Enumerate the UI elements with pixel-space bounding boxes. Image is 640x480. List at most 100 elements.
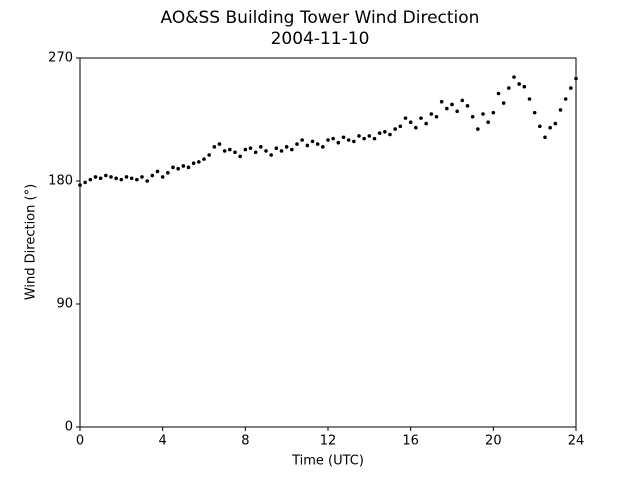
data-point: [486, 120, 490, 125]
data-point: [538, 124, 542, 129]
data-point: [512, 75, 516, 79]
x-tick-label: 20: [485, 434, 502, 449]
data-point: [527, 97, 532, 101]
data-point: [140, 175, 144, 179]
data-point: [522, 84, 527, 89]
data-point: [501, 101, 506, 105]
data-point: [424, 121, 428, 126]
data-point: [171, 165, 175, 170]
data-point: [403, 116, 408, 120]
data-point: [481, 112, 485, 116]
data-point: [341, 135, 346, 140]
data-point: [202, 157, 206, 161]
data-point: [290, 147, 294, 152]
chart-title: AO&SS Building Tower Wind Direction: [161, 8, 480, 28]
data-point: [109, 175, 113, 179]
data-point: [398, 124, 403, 129]
data-point: [388, 132, 392, 137]
data-point: [434, 114, 439, 119]
data-point: [346, 138, 351, 142]
data-point: [574, 76, 578, 81]
data-point: [569, 86, 573, 90]
data-point: [217, 142, 222, 146]
chart-subtitle: 2004-11-10: [271, 29, 370, 49]
data-point: [295, 142, 299, 146]
data-point: [491, 110, 496, 115]
data-point: [455, 109, 459, 114]
data-point: [393, 127, 397, 131]
data-point: [558, 108, 563, 112]
data-point: [264, 149, 268, 153]
data-point: [238, 154, 242, 159]
data-point: [243, 147, 248, 152]
data-point: [414, 125, 418, 130]
data-point: [119, 177, 124, 182]
data-point: [300, 138, 304, 142]
data-point: [429, 112, 434, 116]
data-point: [326, 138, 330, 142]
data-point: [336, 140, 341, 145]
data-point: [357, 134, 361, 138]
data-point: [377, 131, 382, 135]
data-point: [517, 82, 521, 86]
x-tick-label: 8: [241, 434, 249, 449]
x-tick-label: 16: [402, 434, 419, 449]
x-tick-label: 4: [159, 434, 167, 449]
data-point: [460, 98, 465, 103]
data-point: [476, 127, 480, 131]
data-point: [176, 166, 180, 171]
data-point: [155, 169, 160, 174]
data-point: [362, 136, 366, 141]
data-point: [548, 125, 552, 130]
y-tick-label: 90: [56, 297, 73, 312]
data-point: [98, 176, 103, 181]
data-point: [439, 99, 444, 104]
data-point: [532, 110, 537, 115]
data-point: [135, 177, 139, 182]
data-point: [145, 179, 149, 183]
data-point: [352, 139, 356, 144]
data-point: [207, 153, 211, 157]
data-point: [233, 150, 237, 155]
data-point: [191, 161, 196, 166]
data-point: [222, 149, 227, 153]
data-point: [104, 173, 108, 178]
data-point: [507, 86, 511, 90]
data-point: [470, 114, 475, 119]
data-point: [150, 173, 155, 178]
data-point: [269, 153, 273, 157]
data-point: [197, 160, 201, 164]
y-tick-label: 270: [48, 51, 73, 66]
data-point: [445, 106, 449, 111]
data-point: [367, 134, 372, 138]
data-point: [383, 130, 387, 134]
data-point: [253, 150, 258, 155]
data-point: [543, 135, 547, 140]
data-point: [259, 145, 263, 149]
data-point: [78, 183, 82, 187]
data-point: [419, 116, 423, 120]
data-point: [160, 175, 165, 179]
data-point: [553, 121, 558, 126]
data-point: [166, 171, 170, 175]
data-point: [310, 139, 315, 144]
x-tick-label: 24: [568, 434, 585, 449]
data-point: [124, 175, 129, 179]
data-point: [186, 165, 191, 170]
data-point: [321, 145, 325, 149]
data-point: [129, 176, 134, 181]
data-point: [496, 91, 501, 96]
data-point: [372, 136, 377, 141]
data-point: [284, 145, 289, 149]
data-point: [114, 176, 118, 181]
y-axis-label: Wind Direction (°): [24, 184, 39, 300]
data-point: [563, 97, 568, 101]
x-tick-label: 0: [76, 434, 84, 449]
data-point: [279, 149, 284, 153]
data-point: [248, 146, 253, 150]
data-point: [465, 104, 470, 108]
data-point: [305, 143, 310, 148]
data-point: [274, 146, 279, 150]
